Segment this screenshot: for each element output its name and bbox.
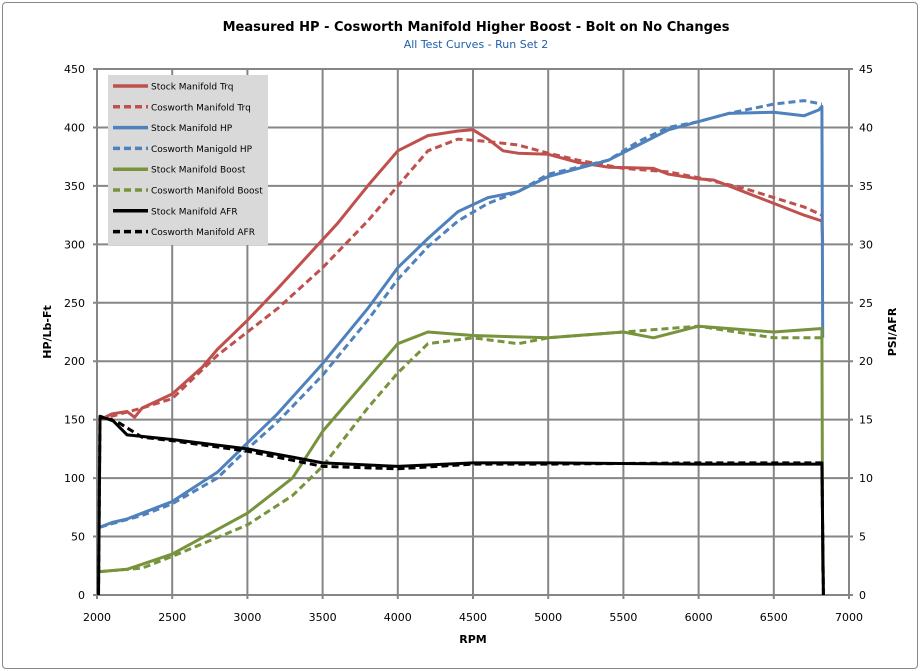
x-tick-label: 6500 — [760, 611, 788, 624]
y-tick-label: 200 — [64, 355, 85, 368]
x-tick-label: 4500 — [459, 611, 487, 624]
legend-entry: Stock Manifold HP — [151, 124, 233, 134]
y2-tick-label: 5 — [859, 531, 866, 544]
y-tick-label: 250 — [64, 297, 85, 310]
legend-entry: Stock Manifold Trq — [151, 83, 233, 93]
legend-box — [108, 75, 268, 245]
x-tick-label: 6000 — [685, 611, 713, 624]
x-tick-label: 3000 — [233, 611, 261, 624]
series-line-4 — [99, 324, 825, 574]
y-tick-label: 0 — [78, 589, 85, 602]
series-line-5 — [99, 324, 822, 574]
x-tick-label: 4000 — [384, 611, 412, 624]
series-line-3 — [99, 99, 823, 529]
y2-axis-label: PSI/AFR — [886, 307, 899, 356]
y-tick-label: 100 — [64, 472, 85, 485]
y2-tick-label: 45 — [859, 63, 873, 76]
x-tick-label: 5500 — [609, 611, 637, 624]
series-line-1 — [99, 137, 823, 422]
legend-entry: Cosworth Manifold Trq — [151, 103, 251, 113]
series-line-7 — [97, 414, 825, 596]
y-tick-label: 400 — [64, 121, 85, 134]
x-tick-label: 3500 — [309, 611, 337, 624]
chart-title: Measured HP - Cosworth Manifold Higher B… — [223, 20, 730, 35]
y2-tick-label: 40 — [859, 121, 873, 134]
y2-tick-label: 15 — [859, 414, 873, 427]
chart-subtitle: All Test Curves - Run Set 2 — [404, 38, 549, 51]
legend-entry: Stock Manifold Boost — [151, 166, 246, 176]
y2-tick-label: 10 — [859, 472, 873, 485]
y2-tick-label: 25 — [859, 297, 873, 310]
y-axis-label: HP/Lb-Ft — [41, 305, 54, 359]
y-tick-label: 350 — [64, 180, 85, 193]
y-tick-label: 150 — [64, 414, 85, 427]
y2-tick-label: 20 — [859, 355, 873, 368]
y-tick-label: 300 — [64, 238, 85, 251]
y2-tick-label: 35 — [859, 180, 873, 193]
x-tick-label: 2000 — [83, 611, 111, 624]
x-tick-label: 7000 — [835, 611, 863, 624]
series-line-6 — [97, 415, 825, 596]
y-tick-label: 450 — [64, 63, 85, 76]
legend-entry: Stock Manifold AFR — [151, 207, 238, 217]
y2-tick-label: 30 — [859, 238, 873, 251]
x-axis-label: RPM — [459, 633, 486, 646]
y-tick-label: 50 — [71, 531, 85, 544]
legend-entry: Cosworth Manifold Boost — [151, 187, 263, 197]
y2-tick-label: 0 — [859, 589, 866, 602]
legend-entry: Cosworth Manifold AFR — [151, 228, 255, 238]
x-tick-label: 2500 — [158, 611, 186, 624]
legend-entry: Cosworth Manigold HP — [151, 145, 253, 155]
x-tick-label: 5000 — [534, 611, 562, 624]
series-line-2 — [99, 104, 825, 529]
